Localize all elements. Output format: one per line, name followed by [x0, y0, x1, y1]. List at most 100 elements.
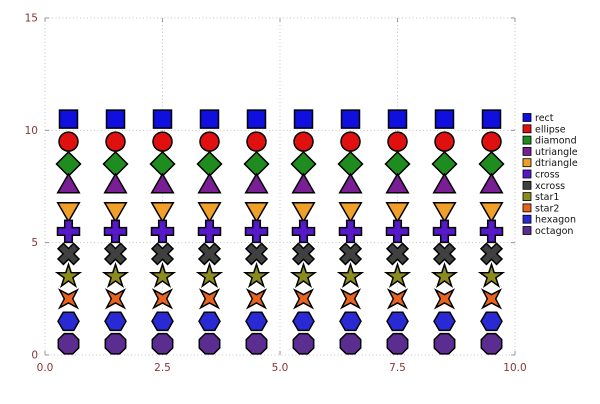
- marker-octagon: [198, 332, 221, 355]
- marker-xcross: [244, 242, 269, 266]
- x-tick-label: 0.0: [37, 362, 54, 374]
- marker-ellipse: [387, 131, 408, 152]
- marker-cross: [103, 219, 128, 244]
- marker-dtriangle: [197, 201, 222, 224]
- marker-dtriangle: [479, 201, 504, 224]
- marker-octagon: [245, 332, 268, 355]
- marker-hexagon: [57, 311, 80, 332]
- x-tick-label: 10.0: [503, 362, 526, 374]
- legend-swatch-rect: [522, 113, 532, 122]
- marker-star2: [339, 288, 362, 310]
- legend-swatch-dtriangle: [522, 158, 532, 168]
- marker-utriangle: [479, 172, 504, 194]
- marker-star1: [430, 262, 459, 289]
- marker-dtriangle: [244, 201, 269, 224]
- marker-star1: [289, 262, 318, 289]
- marker-hexagon: [104, 311, 127, 332]
- marker-hexagon: [386, 311, 409, 332]
- marker-ellipse: [152, 131, 173, 152]
- marker-rect: [434, 109, 455, 129]
- marker-rect: [105, 109, 126, 129]
- legend-label-ellipse: ellipse: [535, 124, 566, 135]
- marker-ellipse: [293, 131, 314, 152]
- legend-label-hexagon: hexagon: [535, 215, 576, 226]
- marker-cross: [338, 219, 363, 244]
- marker-hexagon: [151, 311, 174, 332]
- x-tick-label: 7.5: [389, 362, 406, 374]
- legend-swatch-star2: [522, 203, 532, 213]
- marker-hexagon: [339, 311, 362, 332]
- marker-star1: [101, 262, 130, 289]
- y-tick-label: 15: [25, 13, 38, 25]
- marker-star2: [386, 288, 409, 310]
- marker-star1: [383, 262, 412, 289]
- marker-star1: [336, 262, 365, 289]
- legend-label-cross: cross: [535, 170, 560, 181]
- marker-star2: [151, 288, 174, 310]
- legend-label-star2: star2: [535, 203, 559, 214]
- marker-octagon: [433, 332, 456, 355]
- marker-hexagon: [245, 311, 268, 332]
- marker-diamond: [431, 150, 458, 178]
- marker-dtriangle: [291, 201, 316, 224]
- marker-star2: [433, 288, 456, 310]
- marker-cross: [291, 219, 316, 244]
- x-tick-label: 2.5: [154, 362, 171, 374]
- marker-utriangle: [150, 172, 175, 194]
- marker-utriangle: [385, 172, 410, 194]
- legend-swatch-ellipse: [522, 124, 532, 134]
- marker-rect: [58, 109, 79, 129]
- marker-octagon: [57, 332, 80, 355]
- marker-cross: [479, 219, 504, 244]
- marker-utriangle: [244, 172, 269, 194]
- marker-xcross: [291, 242, 316, 266]
- marker-cross: [197, 219, 222, 244]
- marker-diamond: [384, 150, 411, 178]
- marker-diamond: [478, 150, 505, 178]
- marker-octagon: [151, 332, 174, 355]
- marker-utriangle: [56, 172, 81, 194]
- legend-label-xcross: xcross: [535, 181, 565, 192]
- marker-hexagon: [480, 311, 503, 332]
- marker-rect: [387, 109, 408, 129]
- marker-star1: [54, 262, 83, 289]
- marker-xcross: [150, 242, 175, 266]
- marker-ellipse: [58, 131, 79, 152]
- marker-xcross: [432, 242, 457, 266]
- marker-utriangle: [103, 172, 128, 194]
- marker-cross: [56, 219, 81, 244]
- marker-dtriangle: [338, 201, 363, 224]
- marker-rect: [293, 109, 314, 129]
- marker-hexagon: [433, 311, 456, 332]
- marker-xcross: [103, 242, 128, 266]
- marker-star2: [198, 288, 221, 310]
- marker-octagon: [339, 332, 362, 355]
- legend-swatch-cross: [522, 169, 532, 179]
- legend-label-diamond: diamond: [535, 136, 577, 147]
- marker-diamond: [290, 150, 317, 178]
- legend-swatch-utriangle: [522, 146, 532, 156]
- marker-rect: [481, 109, 502, 129]
- y-tick-label: 0: [31, 350, 38, 362]
- marker-ellipse: [199, 131, 220, 152]
- marker-star2: [104, 288, 127, 310]
- y-tick-label: 5: [31, 237, 38, 249]
- marker-star1: [242, 262, 271, 289]
- legend-label-octagon: octagon: [535, 226, 573, 237]
- marker-diamond: [149, 150, 176, 178]
- legend-label-rect: rect: [535, 113, 554, 124]
- marker-cross: [432, 219, 457, 244]
- legend-swatch-xcross: [522, 180, 532, 190]
- legend-swatch-diamond: [522, 135, 532, 145]
- legend-label-star1: star1: [535, 192, 559, 203]
- marker-rect: [340, 109, 361, 129]
- marker-dtriangle: [150, 201, 175, 224]
- marker-diamond: [243, 150, 270, 178]
- marker-dtriangle: [103, 201, 128, 224]
- marker-star2: [292, 288, 315, 310]
- y-tick-label: 10: [25, 125, 38, 137]
- marker-octagon: [386, 332, 409, 355]
- x-tick-label: 5.0: [272, 362, 289, 374]
- marker-hexagon: [198, 311, 221, 332]
